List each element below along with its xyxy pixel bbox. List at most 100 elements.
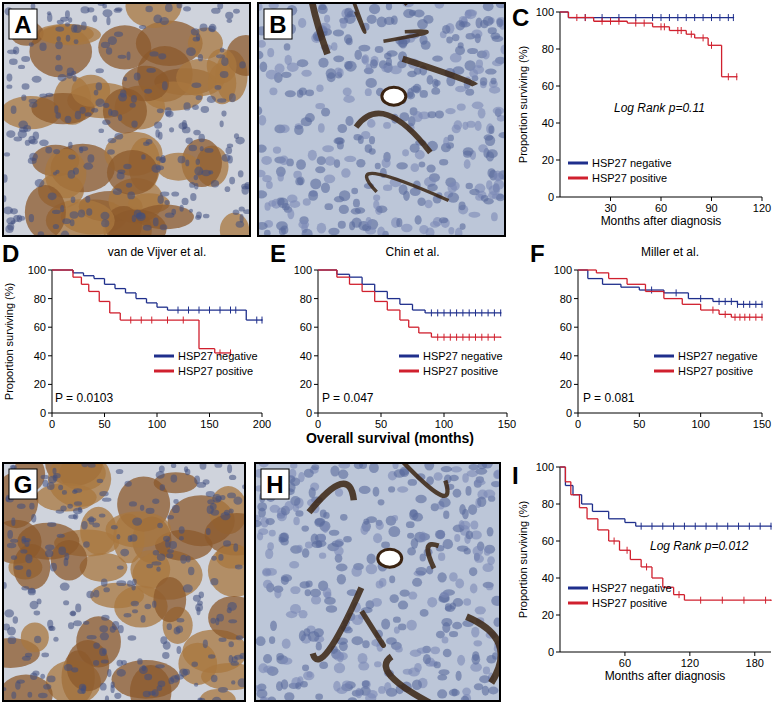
nucleus	[320, 509, 327, 517]
nucleus	[87, 154, 94, 163]
nucleus	[435, 530, 445, 539]
censor-mark	[700, 295, 701, 302]
y-tick-label: 60	[34, 321, 46, 333]
nucleus	[210, 503, 217, 510]
x-tick	[762, 413, 763, 417]
km-step	[52, 269, 73, 270]
nucleus	[406, 620, 416, 631]
x-tick	[754, 652, 755, 656]
nucleus	[478, 108, 486, 119]
nucleus	[258, 190, 267, 198]
nucleus	[102, 119, 110, 125]
nucleus	[41, 652, 49, 657]
nucleus	[71, 24, 77, 33]
censor-mark	[728, 14, 729, 21]
censor-mark	[183, 317, 184, 324]
nucleus	[87, 518, 96, 522]
nucleus	[305, 589, 311, 596]
km-step	[168, 309, 247, 310]
nucleus	[471, 627, 479, 638]
nucleus	[73, 620, 82, 626]
nucleus	[46, 93, 54, 97]
y-tick	[556, 49, 560, 50]
km-step	[115, 288, 126, 289]
nucleus	[52, 468, 56, 474]
nucleus	[158, 53, 166, 59]
km-drop	[361, 284, 362, 291]
censor-mark	[743, 301, 744, 308]
nucleus	[373, 533, 382, 543]
x-tick	[507, 413, 508, 417]
censor-mark	[737, 301, 738, 308]
nucleus	[116, 534, 120, 539]
nucleus	[116, 469, 124, 474]
nucleus	[319, 661, 328, 669]
micrograph	[3, 463, 245, 701]
nucleus	[466, 531, 473, 540]
nucleus	[34, 636, 41, 644]
censor-mark	[762, 301, 763, 308]
panel-label: D	[2, 240, 19, 267]
nucleus	[185, 159, 189, 166]
censor-mark	[719, 298, 720, 305]
nucleus	[45, 544, 55, 550]
nucleus	[282, 639, 291, 649]
nucleus	[417, 198, 425, 206]
legend-label: HSP27 positive	[423, 365, 498, 377]
nucleus	[281, 657, 293, 664]
nucleus	[393, 616, 401, 622]
censor-mark	[760, 523, 761, 530]
nucleus	[110, 626, 116, 633]
x-tick-label: 150	[753, 418, 771, 430]
nucleus	[152, 498, 159, 503]
nucleus	[241, 184, 250, 190]
nucleus	[475, 606, 486, 614]
nucleus	[466, 121, 475, 128]
annotation: Log Rank p=0.11	[614, 101, 705, 115]
nucleus	[93, 590, 99, 598]
nucleus	[297, 545, 303, 553]
legend-swatch	[399, 370, 419, 373]
nucleus	[207, 96, 216, 103]
nucleus	[269, 530, 276, 537]
nucleus	[221, 57, 228, 66]
km-step	[630, 559, 641, 560]
vessel	[313, 588, 362, 660]
nucleus	[426, 165, 435, 173]
nucleus	[103, 587, 110, 592]
nucleus	[367, 15, 377, 24]
y-tick-label: 100	[554, 264, 572, 276]
nucleus	[442, 637, 449, 644]
nucleus	[234, 133, 239, 139]
nucleus	[412, 578, 422, 587]
y-tick-label: 80	[542, 43, 554, 55]
nucleus	[327, 72, 336, 82]
nucleus	[486, 151, 494, 161]
y-tick	[314, 298, 318, 299]
x-tick	[639, 413, 640, 417]
nucleus	[217, 98, 226, 102]
annotation: Log Rank p=0.012	[650, 539, 749, 553]
censor-mark	[727, 523, 728, 530]
nucleus	[258, 222, 268, 230]
nucleus	[221, 111, 226, 117]
x-tick-label: 0	[575, 418, 581, 430]
nucleus	[167, 515, 174, 519]
nucleus	[86, 208, 92, 216]
nucleus	[22, 656, 31, 661]
nucleus	[20, 549, 27, 553]
nucleus	[311, 595, 321, 604]
nucleus	[333, 55, 344, 62]
legend-swatch	[154, 355, 174, 358]
km-step	[89, 291, 100, 292]
nucleus	[302, 229, 313, 236]
km-drop	[608, 273, 609, 279]
nucleus	[315, 166, 325, 173]
nucleus	[114, 693, 121, 699]
nucleus	[407, 533, 414, 539]
y-tick-label: 100	[536, 6, 554, 18]
nucleus	[117, 565, 124, 569]
panel-label: F	[530, 240, 545, 267]
km-drop	[608, 511, 609, 518]
nucleus	[101, 579, 108, 587]
